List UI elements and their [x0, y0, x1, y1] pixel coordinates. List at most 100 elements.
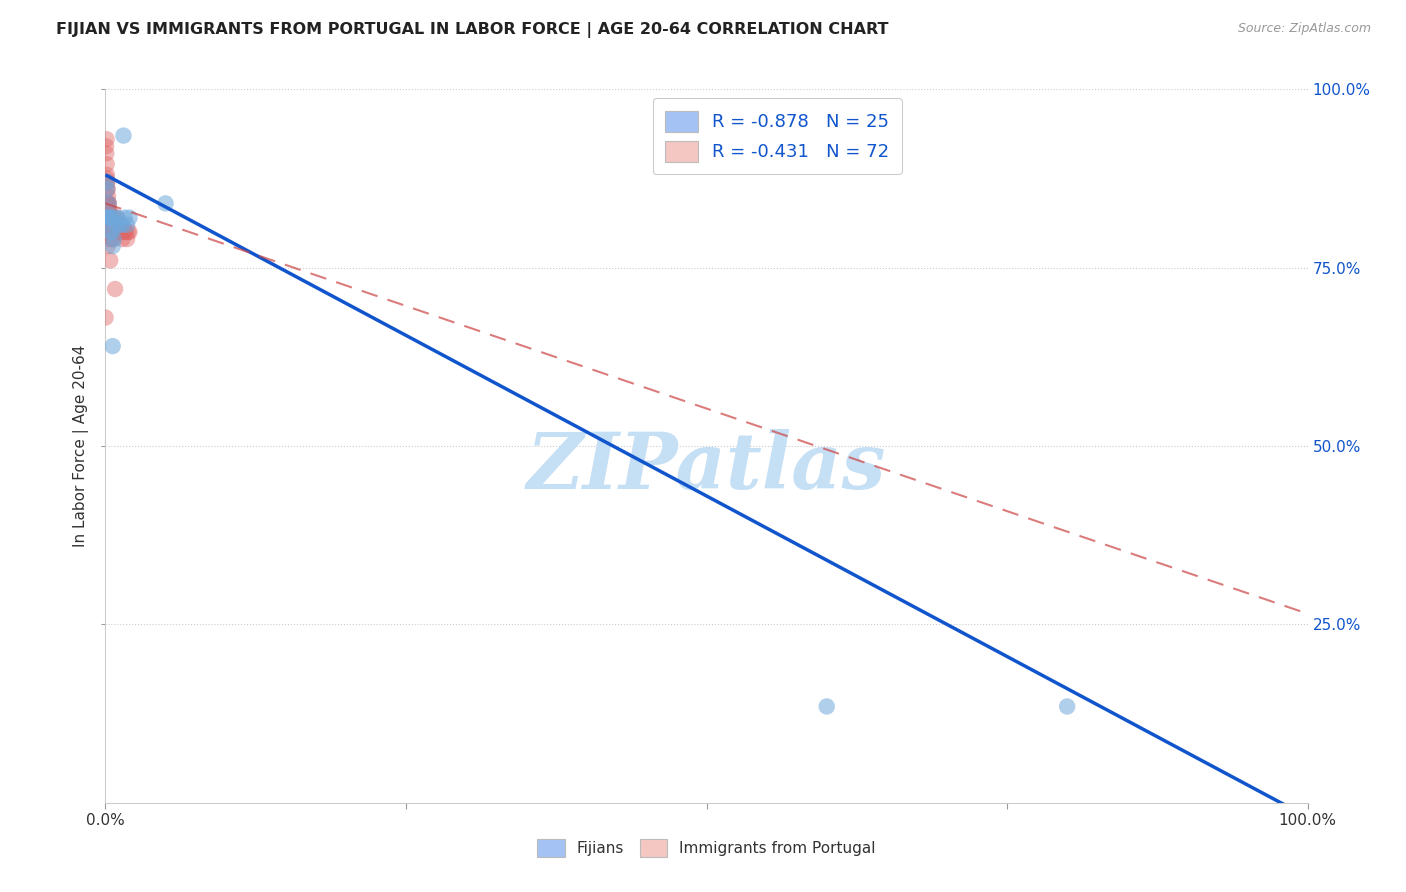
- Point: [96, 211, 118, 225]
- Point: [108, 218, 131, 232]
- Point: [103, 232, 125, 246]
- Point: [111, 218, 134, 232]
- Point: [96, 211, 118, 225]
- Point: [114, 225, 136, 239]
- Point: [100, 225, 122, 239]
- Point: [97, 203, 120, 218]
- Point: [97, 182, 120, 196]
- Point: [96, 168, 118, 182]
- Point: [98, 211, 121, 225]
- Point: [110, 218, 132, 232]
- Point: [94, 196, 117, 211]
- Point: [97, 196, 120, 211]
- Point: [1056, 699, 1078, 714]
- Point: [104, 211, 127, 225]
- Point: [98, 211, 121, 225]
- Point: [111, 232, 134, 246]
- Point: [96, 157, 118, 171]
- Point: [98, 225, 121, 239]
- Point: [97, 211, 120, 225]
- Point: [96, 171, 118, 186]
- Point: [115, 232, 138, 246]
- Point: [104, 282, 127, 296]
- Point: [98, 211, 121, 225]
- Point: [104, 218, 127, 232]
- Point: [96, 182, 118, 196]
- Point: [97, 218, 120, 232]
- Point: [118, 225, 141, 239]
- Point: [96, 211, 118, 225]
- Point: [101, 218, 124, 232]
- Point: [96, 218, 118, 232]
- Point: [107, 211, 129, 225]
- Point: [117, 225, 139, 239]
- Point: [105, 211, 128, 225]
- Point: [100, 211, 122, 225]
- Point: [97, 239, 120, 253]
- Point: [103, 218, 125, 232]
- Point: [98, 211, 121, 225]
- Point: [98, 211, 121, 225]
- Point: [97, 203, 120, 218]
- Point: [96, 146, 118, 161]
- Point: [97, 211, 120, 225]
- Point: [98, 203, 121, 218]
- Point: [97, 218, 120, 232]
- Point: [97, 196, 120, 211]
- Point: [96, 132, 118, 146]
- Point: [96, 211, 118, 225]
- Point: [103, 211, 125, 225]
- Point: [97, 196, 120, 211]
- Point: [96, 175, 118, 189]
- Point: [108, 225, 131, 239]
- Point: [97, 196, 120, 211]
- Point: [815, 699, 838, 714]
- Point: [98, 218, 121, 232]
- Point: [97, 211, 120, 225]
- Text: ZIPatlas: ZIPatlas: [527, 429, 886, 506]
- Point: [94, 203, 117, 218]
- Point: [105, 225, 128, 239]
- Point: [100, 211, 122, 225]
- Point: [98, 232, 121, 246]
- Point: [96, 175, 118, 189]
- Point: [97, 203, 120, 218]
- Point: [114, 211, 136, 225]
- Point: [118, 211, 141, 225]
- Point: [103, 225, 125, 239]
- Point: [97, 196, 120, 211]
- Point: [97, 211, 120, 225]
- Point: [100, 211, 122, 225]
- Point: [96, 175, 118, 189]
- Point: [98, 211, 121, 225]
- Point: [100, 225, 122, 239]
- Point: [115, 225, 138, 239]
- Point: [96, 182, 118, 196]
- Point: [96, 196, 118, 211]
- Point: [103, 232, 125, 246]
- Point: [98, 253, 121, 268]
- Point: [97, 189, 120, 203]
- Point: [94, 203, 117, 218]
- Point: [101, 211, 124, 225]
- Text: Source: ZipAtlas.com: Source: ZipAtlas.com: [1237, 22, 1371, 36]
- Point: [94, 139, 117, 153]
- Point: [96, 211, 118, 225]
- Point: [101, 239, 124, 253]
- Legend: Fijians, Immigrants from Portugal: Fijians, Immigrants from Portugal: [531, 833, 882, 863]
- Point: [98, 211, 121, 225]
- Point: [115, 218, 138, 232]
- Point: [107, 225, 129, 239]
- Y-axis label: In Labor Force | Age 20-64: In Labor Force | Age 20-64: [73, 345, 90, 547]
- Point: [107, 218, 129, 232]
- Point: [101, 232, 124, 246]
- Point: [96, 218, 118, 232]
- Point: [101, 339, 124, 353]
- Point: [105, 218, 128, 232]
- Text: FIJIAN VS IMMIGRANTS FROM PORTUGAL IN LABOR FORCE | AGE 20-64 CORRELATION CHART: FIJIAN VS IMMIGRANTS FROM PORTUGAL IN LA…: [56, 22, 889, 38]
- Point: [112, 225, 135, 239]
- Point: [104, 225, 127, 239]
- Point: [100, 211, 122, 225]
- Point: [112, 128, 135, 143]
- Point: [155, 196, 177, 211]
